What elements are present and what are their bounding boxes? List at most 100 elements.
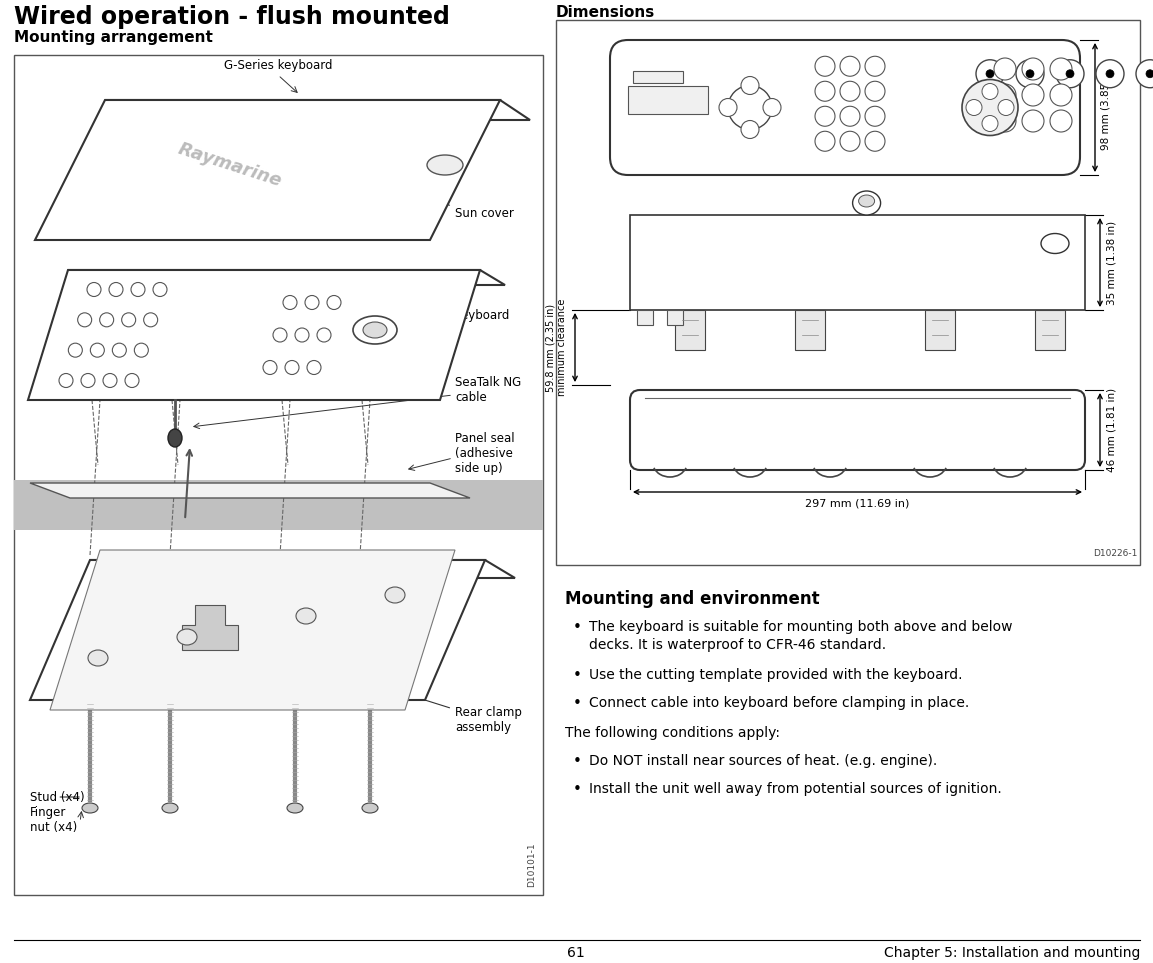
Ellipse shape: [865, 81, 886, 101]
Ellipse shape: [327, 296, 341, 309]
Ellipse shape: [163, 803, 178, 813]
Ellipse shape: [263, 360, 277, 375]
Ellipse shape: [82, 803, 98, 813]
Ellipse shape: [427, 155, 464, 175]
Ellipse shape: [363, 322, 387, 338]
Ellipse shape: [103, 374, 116, 387]
Text: The keyboard is suitable for mounting both above and below: The keyboard is suitable for mounting bo…: [589, 620, 1012, 634]
Ellipse shape: [353, 316, 397, 344]
Ellipse shape: [112, 343, 127, 357]
Ellipse shape: [86, 282, 101, 297]
Ellipse shape: [1056, 60, 1084, 88]
Polygon shape: [28, 270, 480, 400]
Text: Mounting and environment: Mounting and environment: [565, 590, 820, 608]
Ellipse shape: [815, 131, 835, 151]
Text: Panel seal
(adhesive
side up): Panel seal (adhesive side up): [455, 431, 514, 475]
Polygon shape: [182, 605, 238, 650]
Text: •: •: [573, 754, 582, 769]
Ellipse shape: [962, 80, 1018, 136]
Text: The following conditions apply:: The following conditions apply:: [565, 726, 779, 740]
Ellipse shape: [307, 360, 321, 375]
Ellipse shape: [1050, 84, 1072, 106]
Ellipse shape: [1022, 110, 1043, 132]
Text: •: •: [573, 696, 582, 711]
Ellipse shape: [153, 282, 167, 297]
FancyBboxPatch shape: [630, 390, 1085, 470]
Ellipse shape: [99, 313, 114, 326]
Ellipse shape: [287, 803, 303, 813]
Ellipse shape: [1136, 60, 1153, 88]
Bar: [14, 55, 543, 895]
Text: Chapter 5: Installation and mounting: Chapter 5: Installation and mounting: [883, 946, 1140, 960]
Text: Wired operation - flush mounted: Wired operation - flush mounted: [14, 5, 450, 29]
Polygon shape: [90, 560, 515, 578]
Text: Dimensions: Dimensions: [556, 5, 655, 20]
Ellipse shape: [1016, 60, 1043, 88]
Ellipse shape: [1106, 69, 1114, 78]
Ellipse shape: [362, 803, 378, 813]
Text: 297 mm (11.69 in): 297 mm (11.69 in): [805, 498, 910, 508]
Ellipse shape: [841, 81, 860, 101]
Ellipse shape: [841, 56, 860, 76]
Ellipse shape: [1146, 69, 1153, 78]
Bar: [666, 310, 683, 325]
Ellipse shape: [296, 608, 316, 624]
Bar: [636, 310, 653, 325]
Text: •: •: [573, 620, 582, 635]
Ellipse shape: [168, 429, 182, 447]
Ellipse shape: [1050, 58, 1072, 80]
Polygon shape: [35, 100, 500, 240]
Text: Connect cable into keyboard before clamping in place.: Connect cable into keyboard before clamp…: [589, 696, 970, 710]
Ellipse shape: [982, 116, 998, 132]
Ellipse shape: [1041, 233, 1069, 253]
Text: Use the cutting template provided with the keyboard.: Use the cutting template provided with t…: [589, 668, 963, 682]
Ellipse shape: [306, 296, 319, 309]
Ellipse shape: [90, 343, 104, 357]
Ellipse shape: [741, 120, 759, 139]
Ellipse shape: [59, 374, 73, 387]
Ellipse shape: [841, 131, 860, 151]
Ellipse shape: [273, 328, 287, 342]
Bar: [796, 310, 826, 350]
Ellipse shape: [719, 98, 737, 117]
Ellipse shape: [841, 106, 860, 126]
Text: Install the unit well away from potential sources of ignition.: Install the unit well away from potentia…: [589, 782, 1002, 796]
Ellipse shape: [1022, 58, 1043, 80]
Ellipse shape: [994, 110, 1016, 132]
Text: D10226-1: D10226-1: [1094, 549, 1138, 558]
Polygon shape: [14, 480, 543, 530]
Text: Mounting arrangement: Mounting arrangement: [14, 30, 213, 45]
Ellipse shape: [982, 84, 998, 99]
Bar: [630, 215, 1085, 310]
Polygon shape: [105, 100, 530, 120]
Ellipse shape: [68, 343, 82, 357]
Ellipse shape: [1050, 110, 1072, 132]
Text: Stud (x4): Stud (x4): [30, 791, 84, 803]
Ellipse shape: [81, 374, 95, 387]
Bar: [628, 87, 708, 115]
Ellipse shape: [966, 99, 982, 116]
Ellipse shape: [865, 131, 886, 151]
Ellipse shape: [285, 360, 299, 375]
Text: decks. It is waterproof to CFR-46 standard.: decks. It is waterproof to CFR-46 standa…: [589, 638, 887, 652]
Ellipse shape: [859, 195, 875, 207]
Text: Raymarine: Raymarine: [175, 140, 285, 191]
Ellipse shape: [178, 629, 197, 645]
Text: 61: 61: [567, 946, 585, 960]
Ellipse shape: [865, 106, 886, 126]
Text: •: •: [573, 782, 582, 797]
Text: SeaTalk NG
cable: SeaTalk NG cable: [455, 376, 521, 404]
Ellipse shape: [815, 106, 835, 126]
Bar: [1035, 310, 1065, 350]
Ellipse shape: [131, 282, 145, 297]
Ellipse shape: [1022, 84, 1043, 106]
Ellipse shape: [741, 76, 759, 94]
Bar: [633, 71, 683, 83]
Text: Keyboard: Keyboard: [417, 308, 511, 322]
Text: Finger
nut (x4): Finger nut (x4): [30, 806, 77, 834]
Bar: [556, 20, 1140, 565]
Polygon shape: [50, 550, 455, 710]
Ellipse shape: [122, 313, 136, 326]
Ellipse shape: [815, 56, 835, 76]
Ellipse shape: [975, 60, 1004, 88]
